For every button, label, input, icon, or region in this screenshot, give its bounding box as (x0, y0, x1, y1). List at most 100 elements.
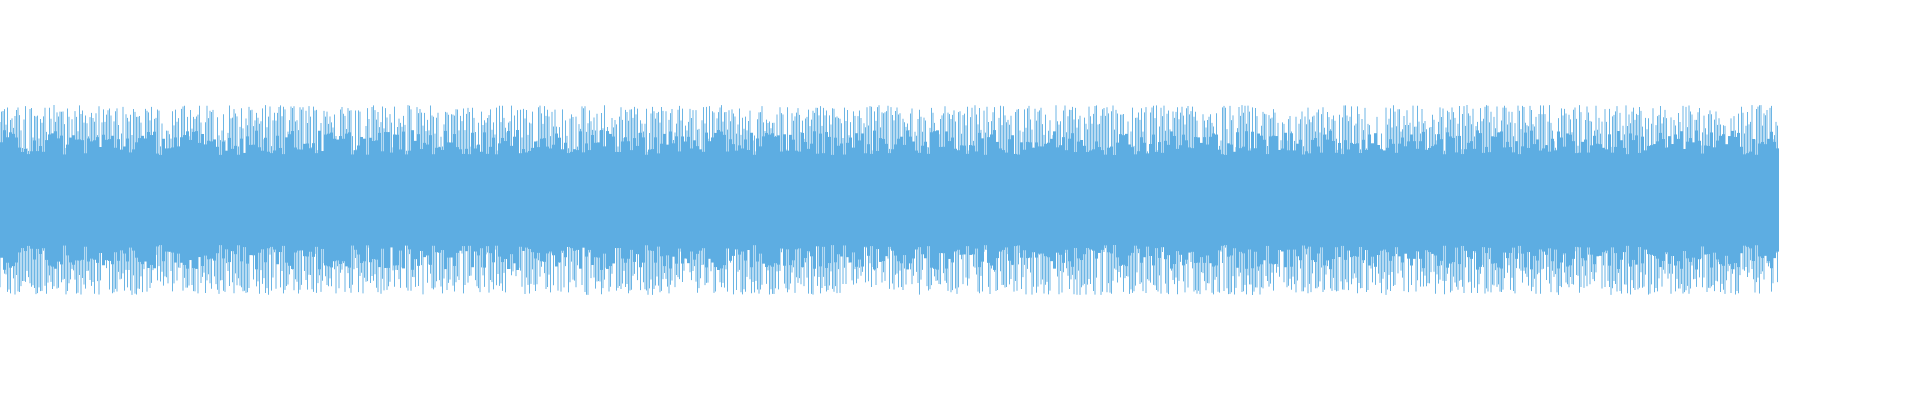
waveform-envelope (348, 132, 351, 268)
waveform-envelope (1692, 142, 1695, 258)
waveform-envelope (795, 150, 798, 250)
waveform-envelope (1557, 131, 1560, 269)
waveform-envelope (1542, 148, 1545, 252)
waveform-envelope (1311, 139, 1314, 261)
waveform-envelope (1437, 134, 1440, 266)
waveform-envelope (1068, 138, 1071, 262)
waveform-envelope (1425, 149, 1428, 251)
waveform-envelope (600, 130, 603, 270)
waveform-envelope (1554, 150, 1557, 250)
waveform-envelope (1245, 131, 1248, 269)
waveform-envelope (867, 144, 870, 256)
waveform-envelope (252, 144, 255, 256)
waveform-envelope (468, 154, 471, 246)
waveform-envelope (1407, 141, 1410, 259)
waveform-envelope (1041, 146, 1044, 254)
waveform-envelope (240, 138, 243, 262)
waveform-envelope (825, 132, 828, 268)
waveform-envelope (66, 144, 69, 256)
waveform-envelope (270, 153, 273, 247)
waveform-envelope (567, 153, 570, 247)
waveform-envelope (864, 153, 867, 247)
waveform-envelope (1722, 134, 1725, 266)
waveform-envelope (1377, 144, 1380, 256)
waveform-envelope (603, 146, 606, 254)
waveform-envelope (504, 141, 507, 259)
waveform-envelope (1197, 137, 1200, 263)
waveform-envelope (912, 141, 915, 259)
waveform-envelope (1233, 151, 1236, 249)
waveform-envelope (180, 137, 183, 263)
waveform-envelope (225, 150, 228, 250)
waveform-envelope (1104, 154, 1107, 246)
waveform-envelope (1446, 132, 1449, 268)
waveform-envelope (624, 137, 627, 263)
waveform-envelope (144, 138, 147, 262)
waveform-envelope (90, 141, 93, 259)
waveform-envelope (285, 137, 288, 263)
waveform-envelope (1248, 150, 1251, 250)
waveform-envelope (228, 137, 231, 263)
waveform-envelope (1368, 134, 1371, 266)
waveform-envelope (48, 134, 51, 266)
waveform-envelope (480, 151, 483, 249)
waveform-envelope (402, 131, 405, 269)
waveform-envelope (1326, 139, 1329, 261)
waveform-envelope (453, 134, 456, 266)
waveform-envelope (1686, 141, 1689, 259)
waveform-envelope (945, 131, 948, 269)
waveform-envelope (1296, 143, 1299, 257)
waveform-envelope (1653, 144, 1656, 256)
waveform-envelope (1602, 147, 1605, 253)
waveform-envelope (651, 149, 654, 251)
waveform-envelope (1485, 146, 1488, 254)
waveform-envelope (720, 131, 723, 269)
waveform-envelope (318, 130, 321, 270)
waveform-envelope (984, 154, 987, 246)
waveform-envelope (1290, 133, 1293, 267)
waveform-envelope (1353, 144, 1356, 256)
waveform-envelope (1566, 133, 1569, 267)
waveform-envelope (654, 137, 657, 263)
waveform-envelope (414, 140, 417, 260)
waveform-envelope (1503, 147, 1506, 253)
waveform-envelope (684, 141, 687, 259)
waveform-envelope (1089, 150, 1092, 250)
waveform-envelope (315, 153, 318, 247)
waveform-envelope (1728, 136, 1731, 264)
waveform-envelope (12, 133, 15, 267)
waveform-envelope (6, 137, 9, 263)
waveform-envelope (1521, 146, 1524, 254)
waveform-envelope (117, 139, 120, 261)
waveform-envelope (1767, 138, 1770, 262)
waveform-envelope (357, 145, 360, 255)
waveform-envelope (1725, 144, 1728, 256)
waveform-envelope (537, 147, 540, 253)
waveform-envelope (1362, 139, 1365, 261)
waveform-envelope (696, 146, 699, 254)
waveform-envelope (1707, 145, 1710, 255)
waveform-envelope (1320, 152, 1323, 248)
waveform-envelope (237, 154, 240, 246)
waveform-envelope (924, 141, 927, 259)
waveform-envelope (1017, 154, 1020, 246)
waveform-envelope (1047, 142, 1050, 258)
waveform-envelope (666, 144, 669, 256)
waveform-envelope (1119, 134, 1122, 266)
waveform-envelope (519, 153, 522, 247)
waveform-envelope (516, 130, 519, 270)
waveform-envelope (801, 132, 804, 268)
waveform-envelope (1155, 151, 1158, 249)
waveform-envelope (1644, 150, 1647, 250)
waveform-envelope (1734, 136, 1737, 264)
waveform-envelope (27, 154, 30, 246)
waveform-envelope (774, 136, 777, 264)
waveform-envelope (1383, 150, 1386, 250)
waveform-envelope (1773, 141, 1776, 259)
waveform-envelope (531, 147, 534, 253)
waveform-envelope (1704, 145, 1707, 255)
waveform-envelope (1101, 150, 1104, 250)
waveform-envelope (570, 151, 573, 249)
waveform-envelope (3, 130, 6, 270)
waveform-envelope (843, 154, 846, 246)
